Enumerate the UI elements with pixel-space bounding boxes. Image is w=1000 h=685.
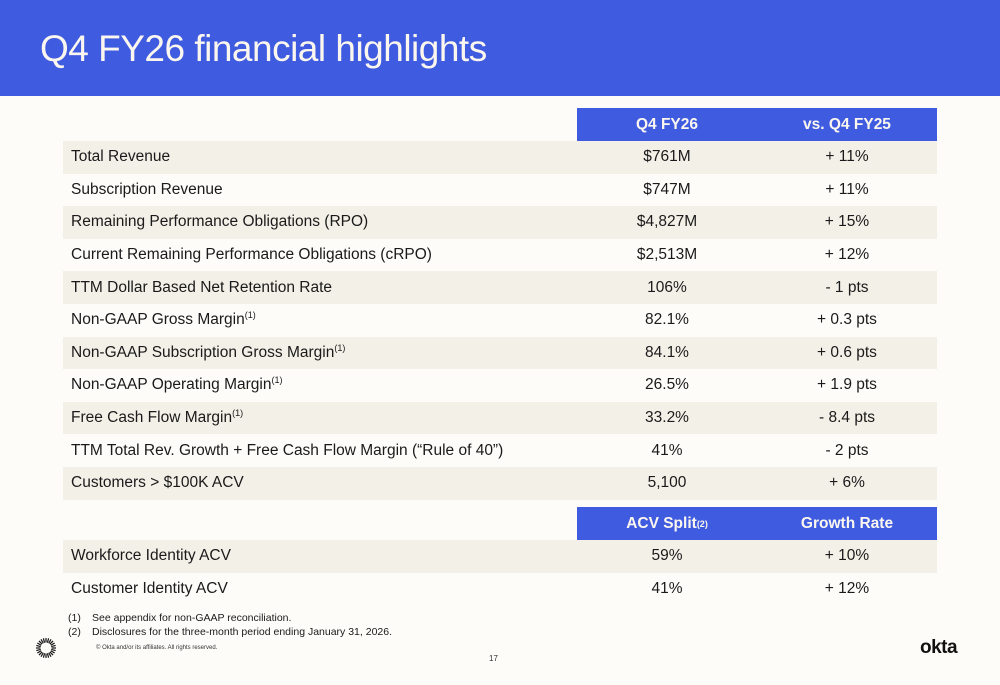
row-value: 33.2% bbox=[645, 409, 689, 427]
okta-logo: okta bbox=[920, 637, 958, 658]
row-value: $761M bbox=[643, 148, 691, 166]
financial-highlights-table: Q4 FY26 vs. Q4 FY25 Total Revenue $761M + … bbox=[63, 108, 937, 500]
footnote-ref: (1) bbox=[244, 310, 256, 321]
table-row: TTM Total Rev. Growth + Free Cash Flow M… bbox=[63, 434, 937, 467]
table-row: Subscription Revenue $747M + 11% bbox=[63, 174, 937, 207]
row-value: 59% bbox=[651, 547, 683, 565]
footnote: (2) Disclosures for the three-month perio… bbox=[68, 626, 393, 638]
row-value: $2,513M bbox=[636, 246, 698, 264]
footnote: (1) See appendix for non-GAAP reconciliat… bbox=[68, 612, 292, 624]
footnote-ref: (1) bbox=[232, 408, 244, 419]
row-value: 84.1% bbox=[645, 343, 689, 361]
row-label: Free Cash Flow Margin(1) bbox=[71, 408, 244, 427]
table-row: Remaining Performance Obligations (RPO) $… bbox=[63, 206, 937, 239]
acv-table: ACV Split (2) Growth Rate Workforce Ident… bbox=[63, 507, 937, 605]
header-vs-q4-fy25: vs. Q4 FY25 bbox=[757, 108, 937, 141]
page-title: Q4 FY26 financial highlights bbox=[40, 28, 487, 69]
row-label: Remaining Performance Obligations (RPO) bbox=[71, 213, 369, 231]
table-row: Current Remaining Performance Obligation… bbox=[63, 239, 937, 272]
row-change: + 1.9 pts bbox=[817, 376, 877, 394]
table-row: Customers > $100K ACV 5,100 + 6% bbox=[63, 466, 937, 500]
row-change: + 12% bbox=[824, 579, 870, 597]
table-row: TTM Dollar Based Net Retention Rate 106% -… bbox=[63, 271, 937, 304]
row-label: Customers > $100K ACV bbox=[71, 474, 244, 492]
row-value: $4,827M bbox=[636, 213, 698, 231]
okta-sun-icon bbox=[36, 638, 56, 658]
row-value: $747M bbox=[643, 180, 691, 198]
footnote-ref: (1) bbox=[334, 342, 346, 353]
table-row: Non-GAAP Gross Margin(1) 82.1% + 0.3 pts bbox=[63, 304, 937, 337]
copyright: © Okta and/or its affiliates. All rights… bbox=[96, 645, 218, 651]
row-label: Non-GAAP Operating Margin(1) bbox=[71, 375, 283, 394]
table-row: Free Cash Flow Margin(1) 33.2% - 8.4 pts bbox=[63, 401, 937, 435]
row-change: + 0.6 pts bbox=[817, 343, 877, 361]
table-row: Workforce Identity ACV 59% + 10% bbox=[63, 540, 937, 573]
page-number: 17 bbox=[489, 654, 498, 663]
row-value: 106% bbox=[647, 278, 687, 296]
table-row: Non-GAAP Operating Margin(1) 26.5% + 1.9 p… bbox=[63, 369, 937, 402]
row-label: Non-GAAP Gross Margin(1) bbox=[71, 310, 256, 329]
header-acv-split: ACV Split (2) bbox=[577, 507, 757, 540]
row-change: - 1 pts bbox=[825, 278, 869, 296]
row-label: Total Revenue bbox=[71, 148, 171, 166]
row-change: - 2 pts bbox=[825, 441, 869, 459]
table-row: Customer Identity ACV 41% + 12% bbox=[63, 573, 937, 606]
row-label: Customer Identity ACV bbox=[71, 579, 228, 597]
footnote-ref: (1) bbox=[271, 375, 283, 386]
row-label: TTM Total Rev. Growth + Free Cash Flow M… bbox=[71, 441, 504, 459]
row-label: Current Remaining Performance Obligation… bbox=[71, 246, 432, 264]
row-change: + 11% bbox=[825, 180, 869, 198]
table-row: Non-GAAP Subscription Gross Margin(1) 84.… bbox=[63, 336, 937, 370]
row-label: Non-GAAP Subscription Gross Margin(1) bbox=[71, 342, 346, 361]
row-label: Workforce Identity ACV bbox=[71, 547, 231, 565]
row-label: TTM Dollar Based Net Retention Rate bbox=[71, 278, 333, 296]
table-header: Q4 FY26 vs. Q4 FY25 bbox=[63, 108, 937, 141]
row-value: 26.5% bbox=[645, 376, 689, 394]
header-growth-rate: Growth Rate bbox=[757, 507, 937, 540]
row-label: Subscription Revenue bbox=[71, 180, 223, 198]
row-value: 5,100 bbox=[647, 474, 687, 492]
row-change: + 10% bbox=[824, 547, 870, 565]
row-change: + 6% bbox=[829, 474, 865, 492]
row-value: 41% bbox=[651, 441, 683, 459]
row-value: 41% bbox=[651, 579, 683, 597]
table-row: Total Revenue $761M + 11% bbox=[63, 141, 937, 174]
acv-table-header: ACV Split (2) Growth Rate bbox=[63, 507, 937, 540]
row-change: + 11% bbox=[825, 148, 869, 166]
row-change: + 15% bbox=[824, 213, 870, 231]
footnotes: (1) See appendix for non-GAAP reconciliat… bbox=[68, 611, 392, 639]
title-bar: Q4 FY26 financial highlights bbox=[0, 0, 1000, 96]
row-value: 82.1% bbox=[645, 311, 689, 329]
row-change: + 0.3 pts bbox=[817, 311, 877, 329]
row-change: + 12% bbox=[824, 246, 870, 264]
row-change: - 8.4 pts bbox=[819, 409, 875, 427]
header-q4-fy26: Q4 FY26 bbox=[577, 108, 757, 141]
